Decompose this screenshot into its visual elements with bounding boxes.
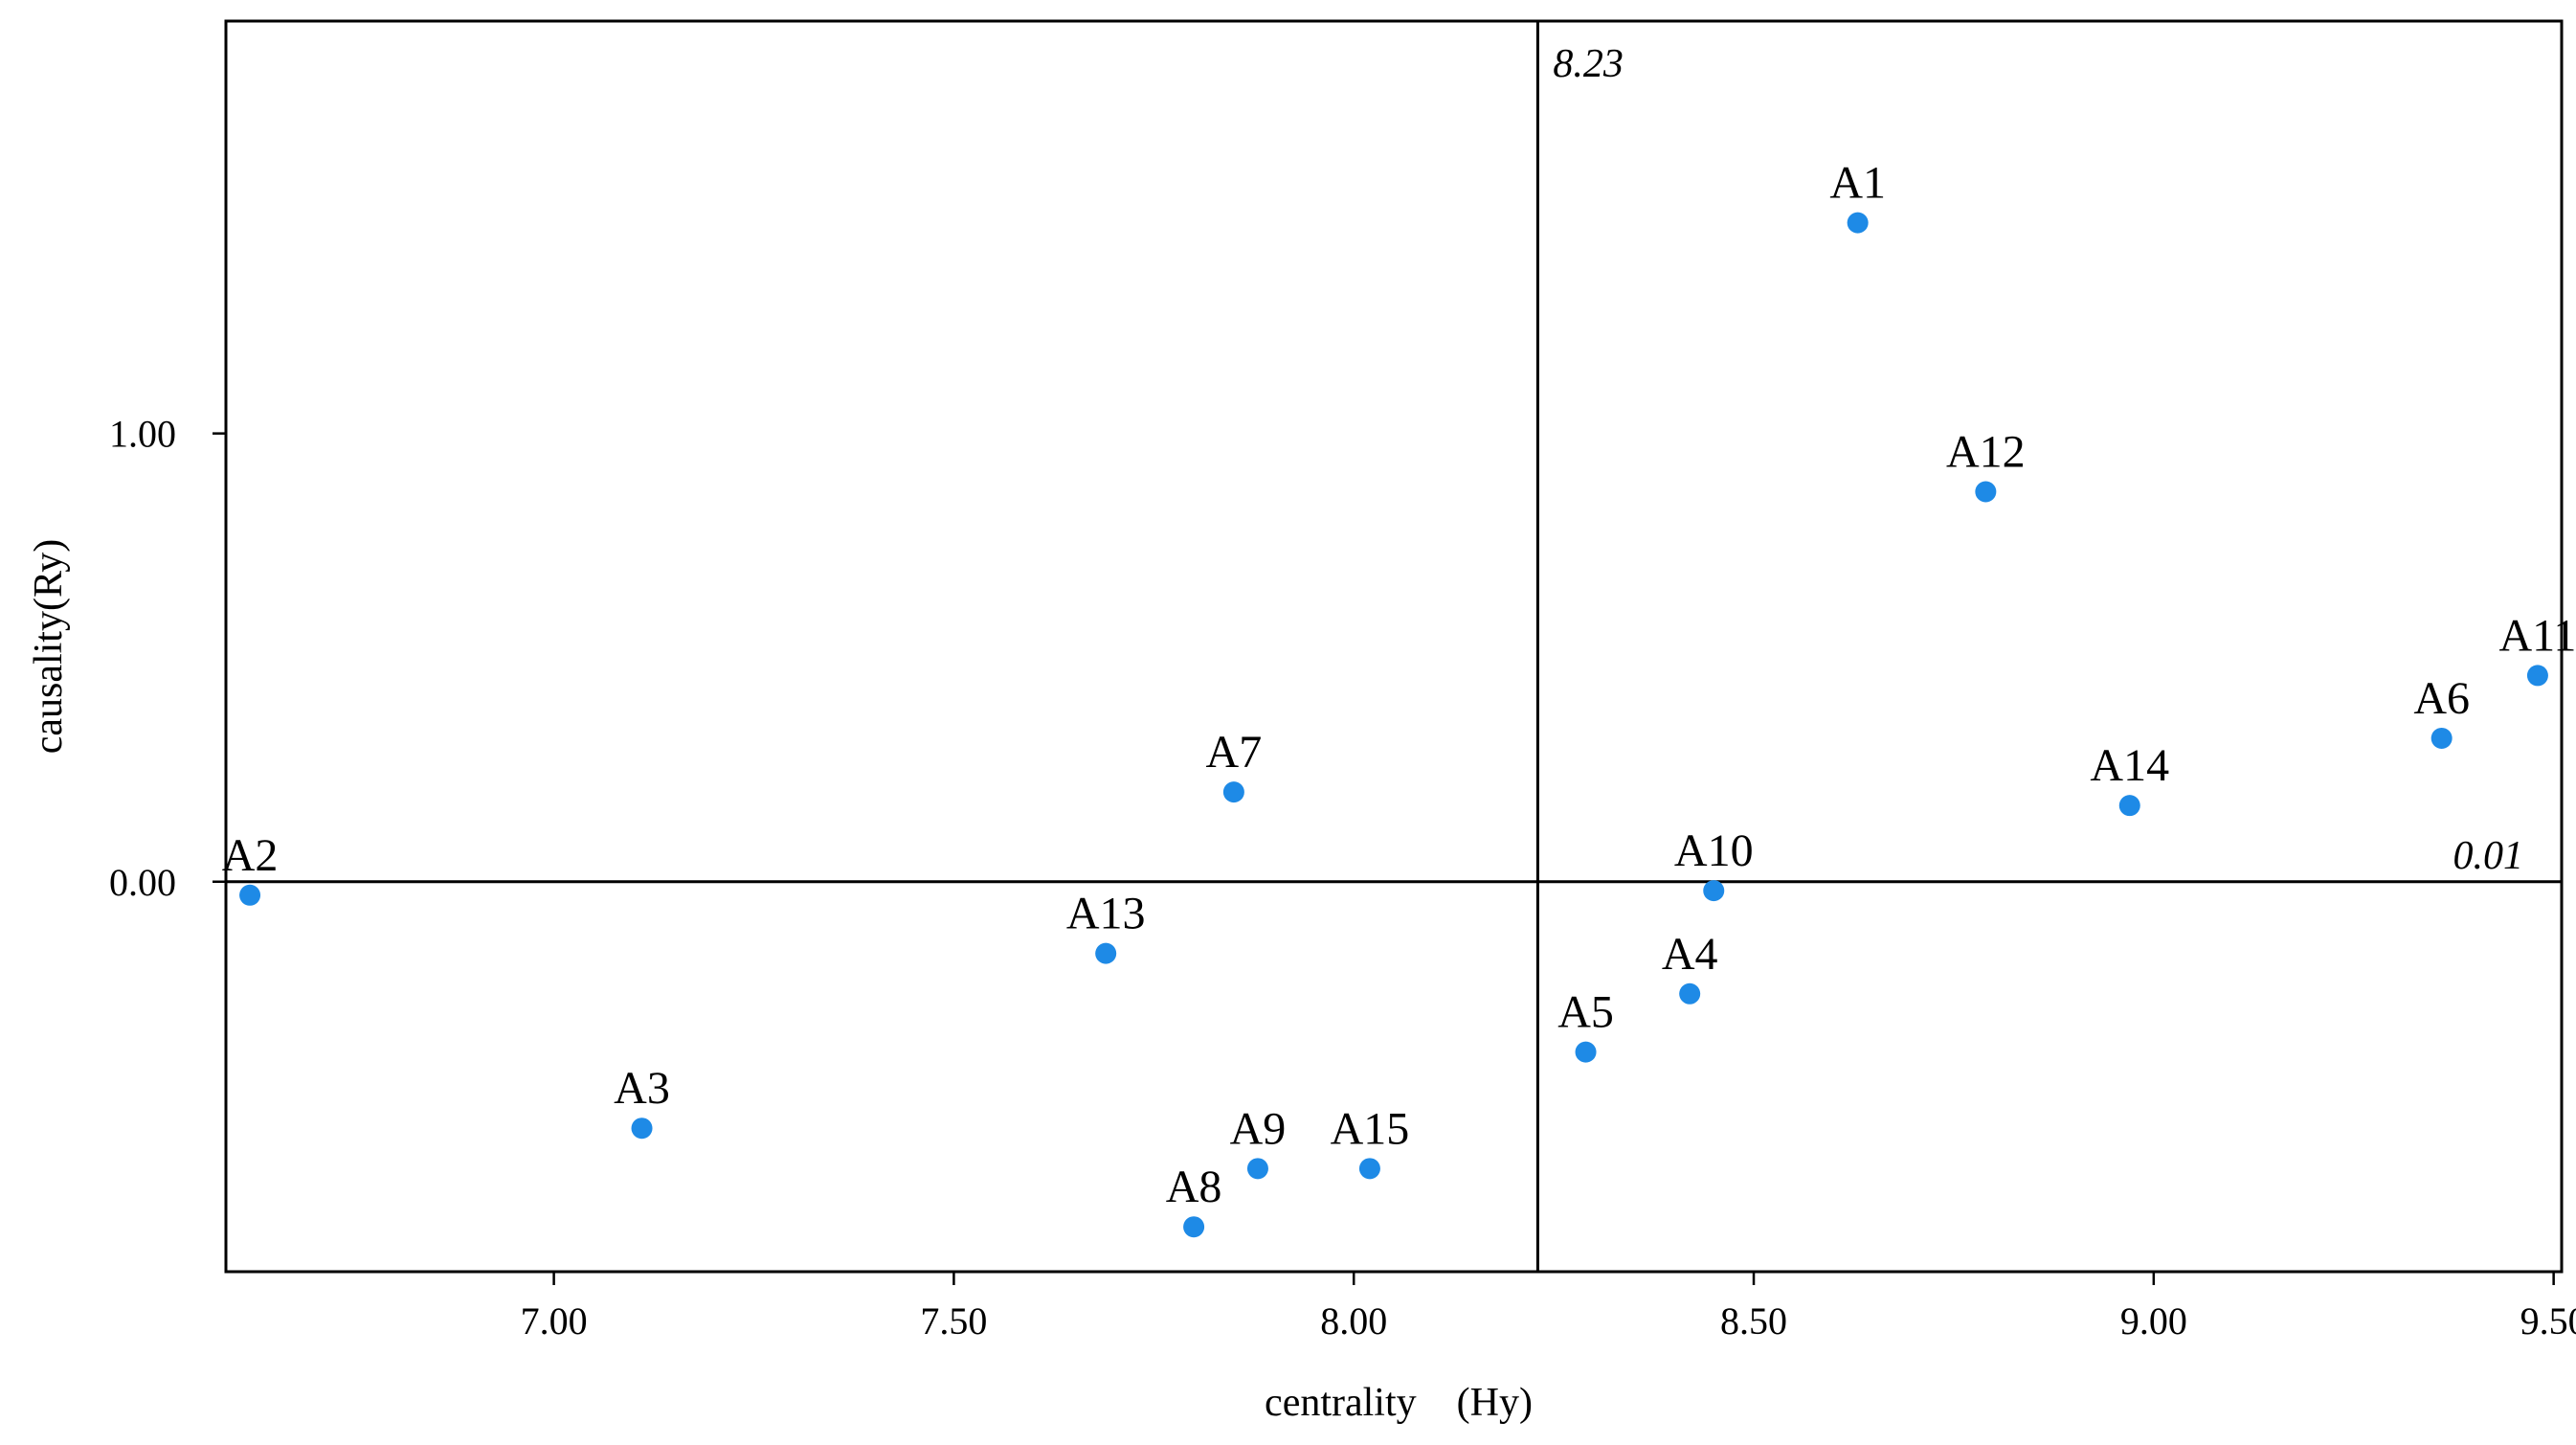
x-tick-label: 8.00 <box>1320 1299 1387 1343</box>
point-label-a9: A9 <box>1230 1103 1287 1154</box>
point-a2 <box>239 884 261 906</box>
horizontal-reference-label: 0.01 <box>2453 834 2524 878</box>
point-label-a3: A3 <box>614 1063 670 1114</box>
point-a9 <box>1246 1158 1268 1180</box>
plot-frame <box>224 19 2564 1274</box>
x-axis-ticks: 7.00 7.50 8.00 8.50 9.00 9.50 <box>521 1272 2576 1343</box>
vertical-reference-label: 8.23 <box>1553 42 1624 86</box>
point-a1 <box>1847 212 1869 234</box>
x-tick-label: 7.50 <box>920 1299 987 1343</box>
point-label-a6: A6 <box>2413 673 2470 724</box>
point-label-a4: A4 <box>1662 929 1718 980</box>
point-label-a14: A14 <box>2090 740 2169 791</box>
y-tick-label: 0.00 <box>109 861 176 904</box>
y-tick-label: 1.00 <box>109 413 176 456</box>
point-label-a8: A8 <box>1166 1162 1222 1212</box>
point-a14 <box>2118 795 2140 817</box>
point-a6 <box>2430 727 2453 749</box>
x-axis-title: centrality (Hy) <box>1265 1381 1533 1425</box>
point-a12 <box>1975 481 1997 503</box>
point-label-a13: A13 <box>1066 889 1146 939</box>
y-axis-title: causality(Ry) <box>27 539 71 755</box>
x-tick-label: 9.00 <box>2120 1299 2187 1343</box>
point-label-a1: A1 <box>1829 158 1886 209</box>
y-axis-ticks: 0.00 1.00 <box>109 413 226 904</box>
point-label-a5: A5 <box>1557 987 1614 1038</box>
point-a15 <box>1358 1158 1380 1180</box>
point-a13 <box>1095 942 1117 964</box>
point-label-a2: A2 <box>222 830 279 881</box>
point-label-a11: A11 <box>2498 610 2576 661</box>
point-label-a7: A7 <box>1206 727 1263 778</box>
point-a3 <box>631 1118 653 1140</box>
point-a7 <box>1222 781 1244 803</box>
x-tick-label: 9.50 <box>2520 1299 2576 1343</box>
point-label-a10: A10 <box>1674 825 1754 876</box>
point-a8 <box>1183 1216 1205 1238</box>
x-tick-label: 8.50 <box>1720 1299 1787 1343</box>
point-a10 <box>1703 880 1725 902</box>
x-tick-label: 7.00 <box>521 1299 588 1343</box>
point-a11 <box>2526 665 2548 687</box>
point-a4 <box>1679 982 1701 1005</box>
point-label-a12: A12 <box>1946 427 2026 478</box>
point-a5 <box>1575 1041 1597 1063</box>
point-label-a15: A15 <box>1331 1103 1410 1154</box>
